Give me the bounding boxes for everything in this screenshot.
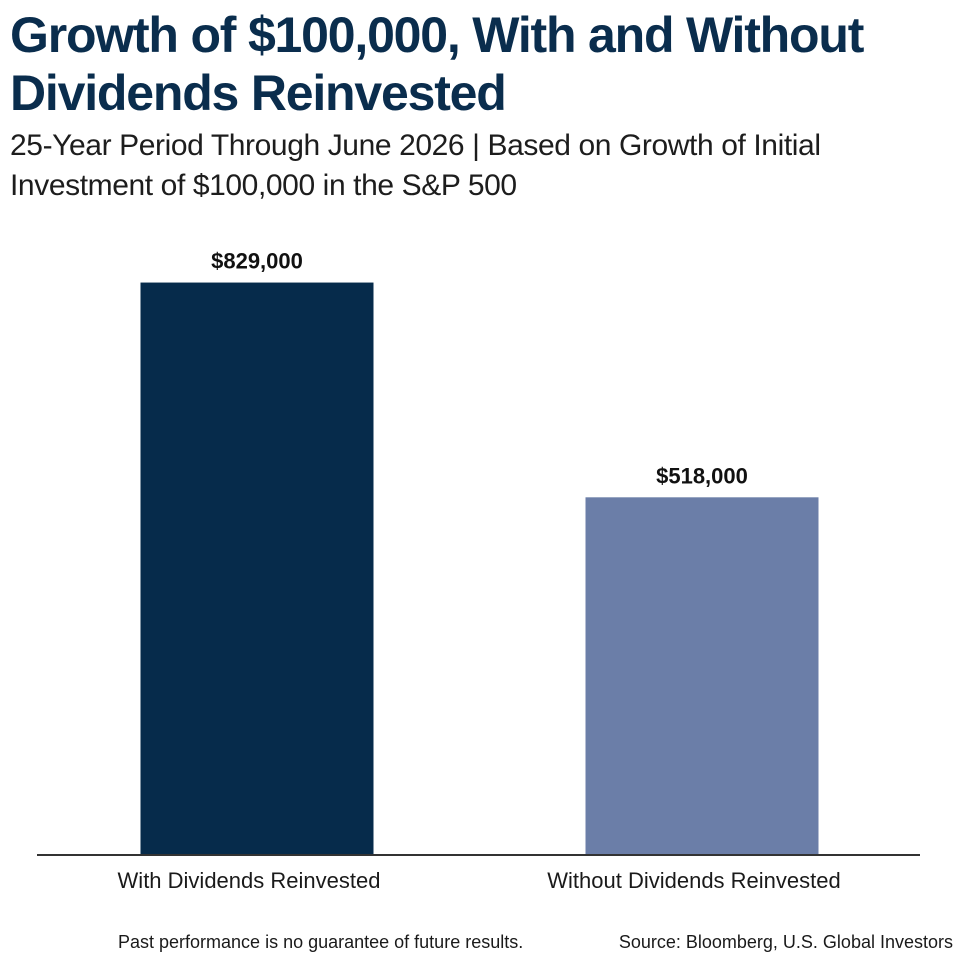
category-label-1: With Dividends Reinvested <box>118 868 381 893</box>
source-note: Source: Bloomberg, U.S. Global Investors <box>618 932 953 952</box>
data-label-1: $829,000 <box>211 249 303 274</box>
chart-subtitle: 25-Year Period Through June 2026 | Based… <box>10 129 821 202</box>
chart-title: Growth of $100,000, With and Without Div… <box>10 7 864 121</box>
category-label-2: Without Dividends Reinvested <box>547 868 840 893</box>
performance-disclaimer: Past performance is no guarantee of futu… <box>118 932 524 952</box>
bar-chart: $829,000 With Dividends Reinvested $518,00… <box>37 249 920 893</box>
bar-2 <box>585 497 819 855</box>
bar-1 <box>140 282 374 855</box>
data-label-2: $518,000 <box>656 463 748 488</box>
